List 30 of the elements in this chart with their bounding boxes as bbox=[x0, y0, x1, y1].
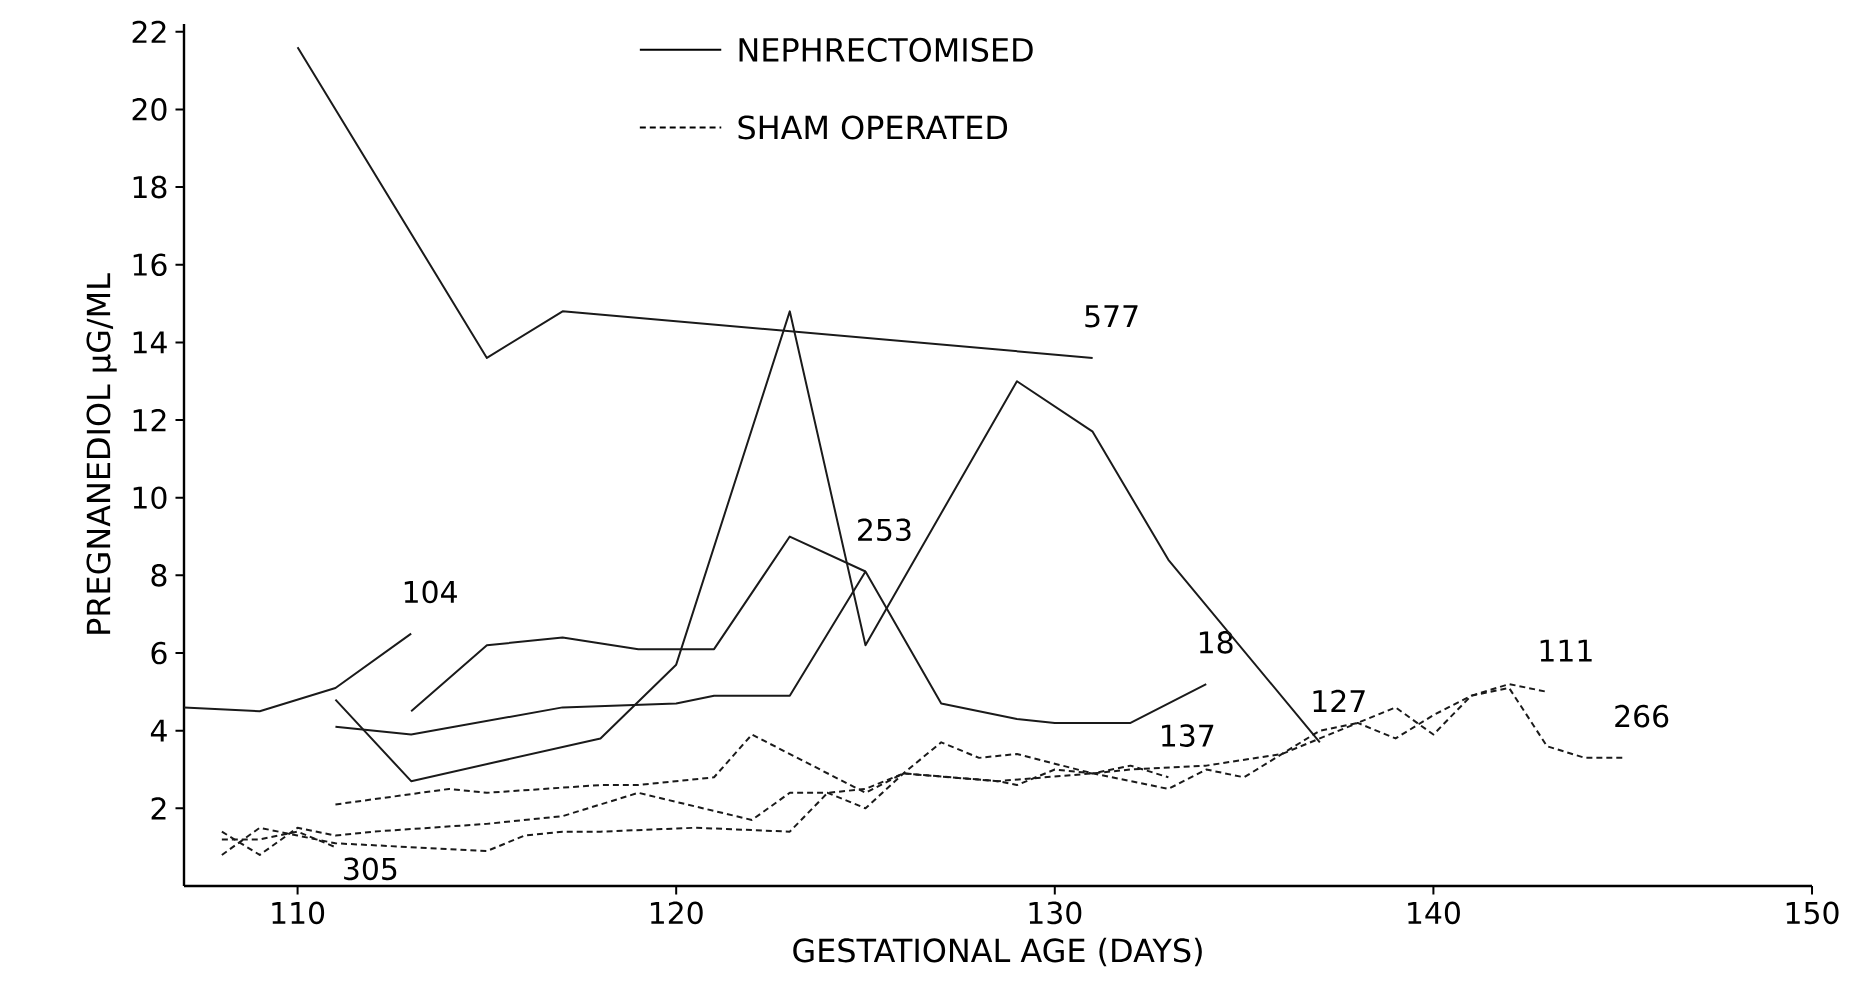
y-tick-label: 10 bbox=[133, 486, 167, 510]
y-tick-label: 2 bbox=[151, 797, 166, 820]
series-label: 111 bbox=[1540, 639, 1592, 662]
y-tick-label: 20 bbox=[132, 98, 167, 121]
annotation: NEPHRECTOMISED bbox=[739, 37, 1033, 62]
y-tick-label: 12 bbox=[133, 408, 166, 432]
y-tick-label: 18 bbox=[133, 175, 167, 199]
series-label: 253 bbox=[858, 518, 911, 542]
line-series bbox=[183, 632, 413, 713]
series-label: 577 bbox=[1085, 305, 1138, 328]
x-tick-label: 150 bbox=[1786, 901, 1839, 925]
series-label: 266 bbox=[1615, 704, 1669, 728]
y-tick-label: 4 bbox=[150, 719, 167, 742]
y-tick-label: 14 bbox=[133, 331, 167, 354]
series-label: 104 bbox=[404, 580, 457, 604]
series-label: 18 bbox=[1199, 631, 1233, 654]
x-tick-label: 110 bbox=[272, 901, 325, 925]
y-tick-label: 22 bbox=[132, 20, 166, 43]
series-label: 127 bbox=[1313, 689, 1365, 712]
x-tick-label: 120 bbox=[650, 901, 703, 925]
x-tick-label: 130 bbox=[1029, 901, 1082, 925]
series-label: 137 bbox=[1162, 724, 1214, 747]
y-tick-label: 6 bbox=[151, 641, 167, 665]
y-tick-label: 16 bbox=[133, 253, 167, 277]
series-label: 305 bbox=[344, 857, 397, 881]
y-axis-title: PREGNANEDIOL µG/ML bbox=[86, 273, 117, 634]
y-tick-label: 8 bbox=[151, 564, 167, 587]
x-tick-label: 140 bbox=[1408, 901, 1460, 925]
annotation: SHAM OPERATED bbox=[738, 115, 1008, 140]
x-axis-title: GESTATIONAL AGE (DAYS) bbox=[793, 937, 1202, 967]
